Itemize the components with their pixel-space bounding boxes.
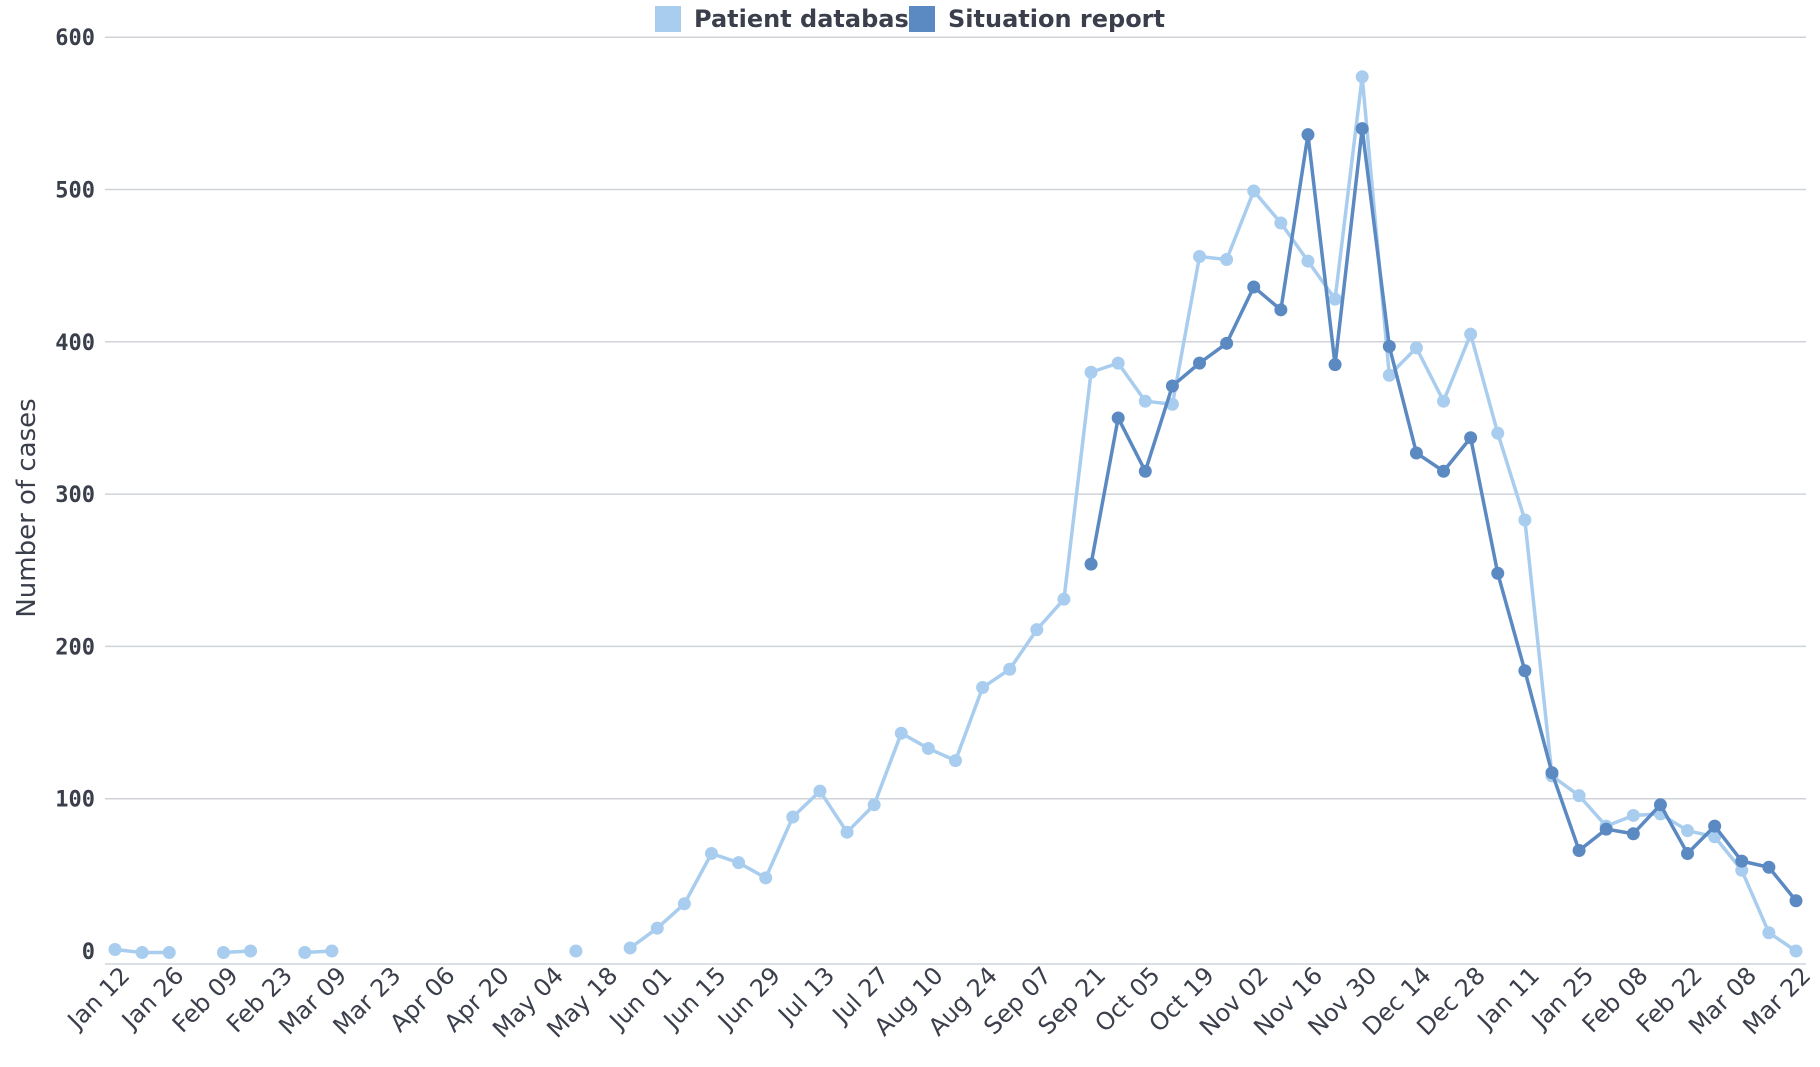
data-point-patient-database: [1491, 426, 1505, 440]
data-point-patient-database: [1138, 394, 1152, 408]
data-point-situation-report: [1274, 303, 1288, 317]
data-point-situation-report: [1193, 356, 1207, 370]
data-point-patient-database: [1274, 216, 1288, 230]
data-point-patient-database: [1681, 824, 1695, 838]
y-tick-label: 0: [82, 940, 95, 965]
legend-swatch-situation-report: [909, 6, 935, 32]
data-point-situation-report: [1789, 894, 1803, 908]
data-point-patient-database: [1464, 327, 1478, 341]
data-point-patient-database: [1355, 70, 1369, 84]
y-tick-label: 500: [55, 179, 95, 204]
data-point-patient-database: [840, 825, 854, 839]
y-tick-label: 200: [55, 635, 95, 660]
data-point-patient-database: [650, 921, 664, 935]
data-point-situation-report: [1355, 122, 1369, 136]
data-point-situation-report: [1464, 431, 1478, 445]
data-point-patient-database: [1030, 623, 1044, 637]
data-point-situation-report: [1545, 766, 1559, 780]
legend: Patient database Situation report: [655, 5, 1165, 33]
data-point-situation-report: [1491, 566, 1505, 580]
data-point-situation-report: [1653, 798, 1667, 812]
data-point-patient-database: [1518, 513, 1532, 527]
data-point-patient-database: [1057, 592, 1071, 606]
data-point-patient-database: [786, 810, 800, 824]
data-point-situation-report: [1409, 446, 1423, 460]
data-point-patient-database: [1762, 926, 1776, 940]
series-line-situation-report: [1089, 126, 1798, 902]
data-point-patient-database: [1789, 944, 1803, 958]
data-point-situation-report: [1247, 280, 1261, 294]
series-situation-report: [1084, 122, 1803, 908]
data-point-patient-database: [1003, 662, 1017, 676]
data-point-situation-report: [1084, 557, 1098, 571]
data-point-situation-report: [1165, 379, 1179, 393]
data-point-patient-database: [1193, 250, 1207, 264]
data-point-patient-database: [921, 741, 935, 755]
y-tick-label: 100: [55, 788, 95, 813]
data-point-patient-database: [569, 944, 583, 958]
x-tick-label: Jan 12: [61, 961, 135, 1035]
data-point-patient-database: [894, 726, 908, 740]
data-point-patient-database: [949, 754, 962, 768]
data-point-patient-database: [298, 946, 312, 960]
legend-swatch-patient-database: [655, 6, 681, 32]
data-point-situation-report: [1572, 843, 1586, 857]
y-tick-label: 600: [55, 26, 95, 51]
data-point-patient-database: [325, 944, 339, 958]
data-point-patient-database: [162, 946, 176, 960]
data-point-situation-report: [1328, 358, 1342, 372]
data-point-situation-report: [1735, 854, 1749, 868]
plot-area: [108, 70, 1803, 960]
data-point-patient-database: [216, 946, 230, 960]
data-point-patient-database: [1247, 184, 1261, 198]
legend-label-patient-database: Patient database: [694, 5, 925, 33]
data-point-patient-database: [976, 681, 990, 695]
data-point-situation-report: [1681, 847, 1695, 861]
data-point-situation-report: [1437, 464, 1451, 478]
data-point-patient-database: [1708, 830, 1722, 844]
y-tick-label: 300: [55, 483, 95, 508]
data-point-patient-database: [704, 847, 718, 861]
data-point-patient-database: [1572, 789, 1586, 803]
data-point-patient-database: [244, 944, 258, 958]
data-point-patient-database: [732, 856, 746, 870]
data-point-patient-database: [1111, 356, 1125, 370]
data-point-situation-report: [1111, 411, 1125, 425]
data-point-patient-database: [108, 942, 122, 956]
data-point-patient-database: [135, 946, 149, 960]
data-point-situation-report: [1599, 822, 1613, 836]
data-point-patient-database: [1328, 292, 1342, 306]
legend-label-situation-report: Situation report: [948, 5, 1165, 33]
y-axis-label: Number of cases: [12, 398, 42, 617]
y-axis-ticks: 0 100 200 300 400 500 600: [55, 26, 95, 965]
data-point-patient-database: [1409, 341, 1423, 355]
data-point-situation-report: [1762, 860, 1776, 874]
data-point-patient-database: [867, 798, 881, 812]
gridlines: [105, 36, 1806, 965]
data-point-patient-database: [1301, 254, 1315, 268]
data-point-patient-database: [1382, 368, 1396, 382]
data-point-situation-report: [1220, 336, 1234, 350]
data-point-situation-report: [1382, 339, 1396, 353]
y-tick-label: 400: [55, 331, 95, 356]
data-point-situation-report: [1301, 128, 1315, 142]
data-point-patient-database: [1735, 863, 1749, 877]
data-point-situation-report: [1518, 664, 1532, 678]
series-patient-database: [108, 70, 1803, 960]
data-point-patient-database: [1437, 394, 1451, 408]
x-tick-label: Jul 13: [772, 961, 841, 1030]
data-point-situation-report: [1708, 819, 1722, 833]
data-point-situation-report: [1138, 464, 1152, 478]
data-point-patient-database: [677, 897, 691, 911]
data-point-patient-database: [1626, 808, 1640, 822]
data-point-patient-database: [1084, 365, 1098, 379]
data-point-situation-report: [1626, 827, 1640, 841]
data-point-patient-database: [759, 871, 773, 885]
data-point-patient-database: [623, 941, 637, 955]
series-line-patient-database: [629, 75, 1797, 953]
data-point-patient-database: [1220, 253, 1234, 267]
data-point-patient-database: [813, 784, 827, 798]
